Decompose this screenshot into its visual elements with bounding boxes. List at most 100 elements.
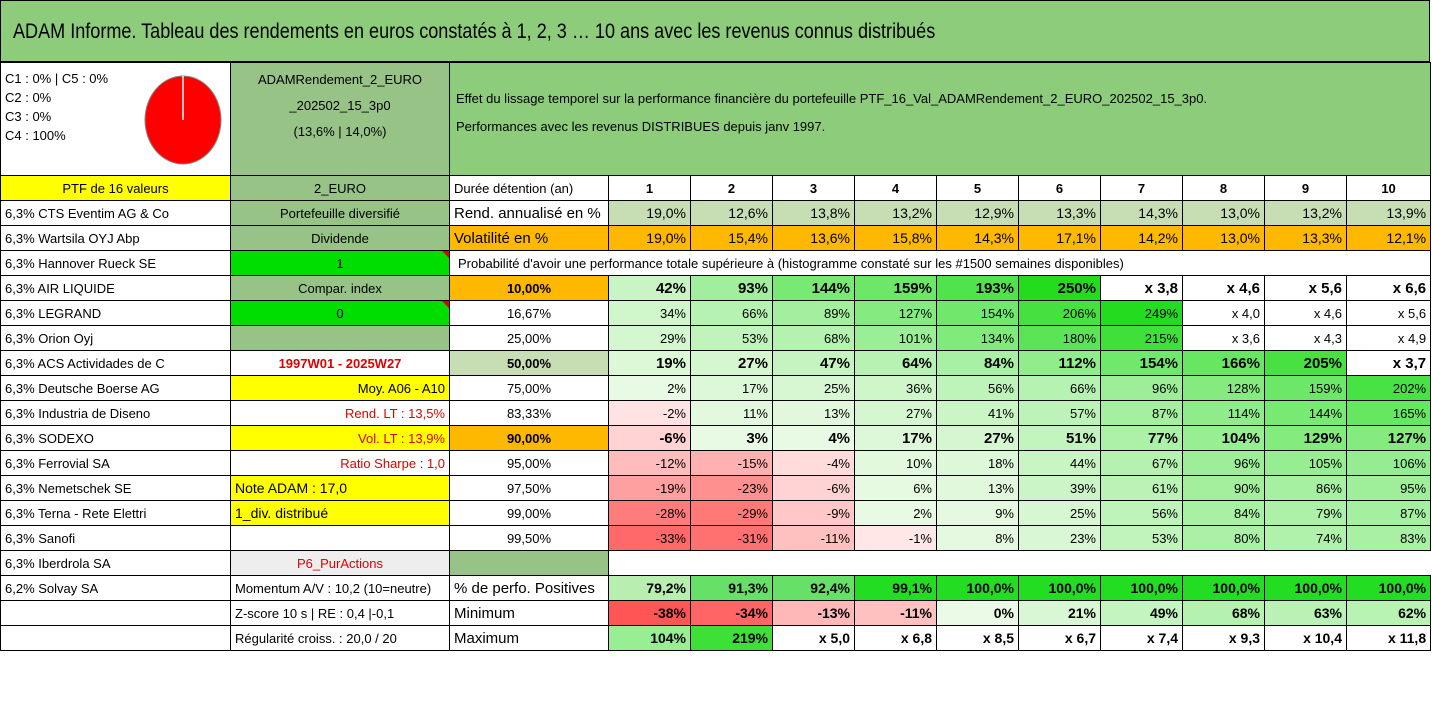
value-cell: x 5,0 [772, 625, 855, 651]
value-cell: -29% [690, 500, 773, 526]
value-cell: 47% [772, 350, 855, 376]
info-line: Performances avec les revenus DISTRIBUES… [456, 119, 826, 134]
value-cell: 100,0% [1264, 575, 1347, 601]
side-info: Compar. index [230, 275, 450, 301]
row-label: 75,00% [449, 375, 609, 401]
value-cell: 215% [1100, 325, 1183, 351]
value-cell: 62% [1345, 600, 1432, 626]
composition-pie-chart [144, 75, 222, 165]
value-cell: 159% [854, 275, 937, 301]
portfolio-box: ADAMRendement_2_EURO _202502_15_3p0 (13,… [230, 62, 450, 176]
value-cell: -12% [608, 450, 691, 476]
side-info: 0 [230, 300, 450, 326]
stock-name: 6,3% Orion Oyj [0, 325, 231, 351]
stock-name: 6,3% Industria de Diseno [0, 400, 231, 426]
side-info: Note ADAM : 17,0 [230, 475, 450, 501]
value-cell: -1% [854, 525, 937, 551]
stock-name: 6,3% Deutsche Boerse AG [0, 375, 231, 401]
value-cell: x 8,5 [936, 625, 1019, 651]
value-cell: -6% [608, 425, 691, 451]
year-header: 5 [936, 175, 1019, 201]
value-cell: 144% [1264, 400, 1347, 426]
stock-name: 6,3% LEGRAND [0, 300, 231, 326]
value-cell: 34% [608, 300, 691, 326]
value-cell: 8% [936, 525, 1019, 551]
value-cell: -38% [608, 600, 691, 626]
value-cell: 15,4% [690, 225, 773, 251]
value-cell: 92,4% [772, 575, 855, 601]
value-cell: 17% [854, 425, 937, 451]
value-cell: -23% [690, 475, 773, 501]
row-label: 10,00% [449, 275, 609, 301]
value-cell: 68% [772, 325, 855, 351]
value-cell: 101% [854, 325, 937, 351]
value-cell: 114% [1182, 400, 1265, 426]
value-cell: 250% [1018, 275, 1101, 301]
table-row: 6,3% AIR LIQUIDE Compar. index 10,00% 42% 93… [0, 275, 1432, 301]
value-cell: -4% [772, 450, 855, 476]
year-header: 10 [1345, 175, 1432, 201]
value-cell: 12,6% [690, 200, 773, 226]
value-cell: 39% [1018, 475, 1101, 501]
row-label: 97,50% [449, 475, 609, 501]
duration-label: Durée détention (an) [449, 175, 609, 201]
composition-line: C2 : 0% [5, 90, 52, 105]
value-cell: 13,6% [772, 225, 855, 251]
value-cell: 104% [608, 625, 691, 651]
value-cell: 206% [1018, 300, 1101, 326]
table-row: 6,3% Sanofi 99,50% -33% -31% -11% -1% 8% 23% 53%… [0, 525, 1432, 551]
value-cell: 66% [690, 300, 773, 326]
row-label: 90,00% [449, 425, 609, 451]
value-cell: 74% [1264, 525, 1347, 551]
value-cell: 36% [854, 375, 937, 401]
row-label: 99,00% [449, 500, 609, 526]
value-cell: 86% [1264, 475, 1347, 501]
table-row: 6,3% Ferrovial SA Ratio Sharpe : 1,0 95,00… [0, 450, 1432, 476]
value-cell: 2% [854, 500, 937, 526]
year-header: 4 [854, 175, 937, 201]
value-cell: 27% [854, 400, 937, 426]
value-cell: 14,3% [1100, 200, 1183, 226]
value-cell: 19,0% [608, 200, 691, 226]
table-row: 6,3% Deutsche Boerse AG Moy. A06 - A10 75,… [0, 375, 1432, 401]
value-cell: 27% [690, 350, 773, 376]
row-label: Maximum [449, 625, 609, 651]
row-label: 16,67% [449, 300, 609, 326]
value-cell: 13,0% [1182, 200, 1265, 226]
side-info [230, 525, 450, 551]
value-cell: 100,0% [1345, 575, 1432, 601]
value-cell: 11% [690, 400, 773, 426]
table-row: Z-score 10 s | RE : 0,4 |-0,1 Minimum -38%… [0, 600, 1432, 626]
value-cell: 42% [608, 275, 691, 301]
table-row: 6,3% Nemetschek SE Note ADAM : 17,0 97,50%… [0, 475, 1432, 501]
portfolio-stats: (13,6% | 14,0%) [293, 124, 387, 139]
value-cell: x 4,6 [1264, 300, 1347, 326]
row-label: 25,00% [449, 325, 609, 351]
row-label: Rend. annualisé en % [449, 200, 609, 226]
ptf-count-label: PTF de 16 valeurs [0, 175, 231, 201]
side-info: Momentum A/V : 10,2 (10=neutre) [230, 575, 450, 601]
value-cell: 9% [936, 500, 1019, 526]
value-cell: 84% [936, 350, 1019, 376]
value-cell: 13% [936, 475, 1019, 501]
side-info: Ratio Sharpe : 1,0 [230, 450, 450, 476]
value-cell: 87% [1100, 400, 1183, 426]
value-cell: 18% [936, 450, 1019, 476]
value-cell: 27% [936, 425, 1019, 451]
value-cell: 51% [1018, 425, 1101, 451]
value-cell: x 4,3 [1264, 325, 1347, 351]
value-cell: 99,1% [854, 575, 937, 601]
row-label: Volatilité en % [449, 225, 609, 251]
value-cell: 13,2% [854, 200, 937, 226]
value-cell: 95% [1345, 475, 1432, 501]
value-cell: 64% [854, 350, 937, 376]
value-cell: 127% [854, 300, 937, 326]
value-cell: x 3,8 [1100, 275, 1183, 301]
value-cell: 68% [1182, 600, 1265, 626]
value-cell: x 10,4 [1264, 625, 1347, 651]
value-cell: 83% [1345, 525, 1432, 551]
table-row: 6,3% CTS Eventim AG & Co Portefeuille div… [0, 200, 1432, 226]
value-cell: 25% [772, 375, 855, 401]
value-cell: 100,0% [1018, 575, 1101, 601]
table-row: 6,2% Solvay SA Momentum A/V : 10,2 (10=ne… [0, 575, 1432, 601]
